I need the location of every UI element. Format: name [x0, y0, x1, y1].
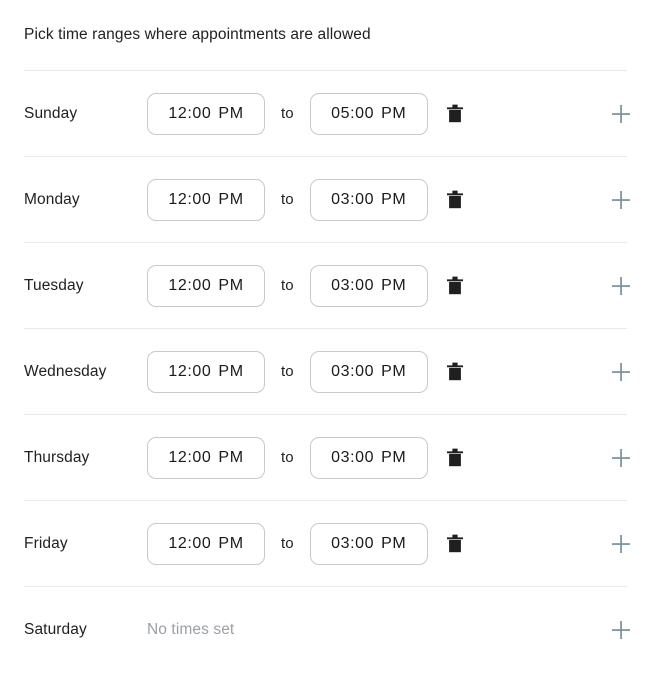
- range-separator-label: to: [281, 363, 294, 380]
- end-time-meridiem: PM: [381, 362, 407, 380]
- start-time-input[interactable]: 12:00 PM: [147, 436, 265, 479]
- range-separator-label: to: [281, 449, 294, 466]
- start-time-meridiem: PM: [218, 276, 244, 294]
- plus-icon[interactable]: [606, 443, 636, 473]
- end-time-meridiem: PM: [381, 104, 407, 122]
- end-time-value: 03:00: [331, 448, 375, 466]
- bottom-spacer: [0, 672, 668, 692]
- start-time-meridiem: PM: [218, 190, 244, 208]
- time-range-group: 12:00 PM to 03:00 PM: [147, 522, 627, 565]
- day-row: Sunday 12:00 PM to 05:00 PM: [0, 71, 668, 156]
- start-time-input[interactable]: 12:00 PM: [147, 350, 265, 393]
- start-time-value: 12:00: [168, 448, 212, 466]
- end-time-meridiem: PM: [381, 276, 407, 294]
- divider: [24, 586, 627, 587]
- trash-icon[interactable]: [444, 101, 466, 127]
- page-title: Pick time ranges where appointments are …: [24, 25, 371, 43]
- end-time-input[interactable]: 03:00 PM: [309, 436, 428, 479]
- plus-icon[interactable]: [606, 271, 636, 301]
- divider: [24, 156, 627, 157]
- day-label: Tuesday: [24, 276, 84, 294]
- start-time-value: 12:00: [168, 104, 212, 122]
- end-time-meridiem: PM: [381, 534, 407, 552]
- end-time-meridiem: PM: [381, 448, 407, 466]
- end-time-value: 03:00: [331, 276, 375, 294]
- day-row: Friday 12:00 PM to 03:00 PM: [0, 501, 668, 586]
- time-range-group: 12:00 PM to 03:00 PM: [147, 436, 627, 479]
- day-label: Monday: [24, 190, 80, 208]
- divider: [24, 70, 627, 71]
- plus-icon[interactable]: [606, 357, 636, 387]
- time-range-group: 12:00 PM to 03:00 PM: [147, 178, 627, 221]
- end-time-value: 05:00: [331, 104, 375, 122]
- end-time-input[interactable]: 03:00 PM: [309, 350, 428, 393]
- divider: [24, 500, 627, 501]
- panel-header: Pick time ranges where appointments are …: [0, 0, 668, 70]
- day-label: Saturday: [24, 620, 87, 638]
- start-time-meridiem: PM: [218, 104, 244, 122]
- time-range-group: 12:00 PM to 03:00 PM: [147, 264, 627, 307]
- trash-icon[interactable]: [444, 445, 466, 471]
- plus-icon[interactable]: [606, 615, 636, 645]
- day-row: Monday 12:00 PM to 03:00 PM: [0, 157, 668, 242]
- start-time-meridiem: PM: [218, 534, 244, 552]
- trash-icon[interactable]: [444, 187, 466, 213]
- end-time-value: 03:00: [331, 190, 375, 208]
- trash-icon[interactable]: [444, 273, 466, 299]
- day-row: Wednesday 12:00 PM to 03:00 PM: [0, 329, 668, 414]
- time-range-group: No times set: [147, 621, 627, 639]
- end-time-value: 03:00: [331, 534, 375, 552]
- start-time-meridiem: PM: [218, 362, 244, 380]
- day-label: Sunday: [24, 104, 78, 122]
- start-time-value: 12:00: [168, 276, 212, 294]
- day-row: Thursday 12:00 PM to 03:00 PM: [0, 415, 668, 500]
- divider: [24, 328, 627, 329]
- day-rows-container: Sunday 12:00 PM to 05:00 PM Monday 12:00 PM to 03:…: [0, 71, 668, 672]
- trash-icon[interactable]: [444, 359, 466, 385]
- end-time-input[interactable]: 03:00 PM: [309, 522, 428, 565]
- start-time-input[interactable]: 12:00 PM: [147, 264, 265, 307]
- start-time-value: 12:00: [168, 362, 212, 380]
- range-separator-label: to: [281, 535, 294, 552]
- divider: [24, 414, 627, 415]
- plus-icon[interactable]: [606, 529, 636, 559]
- day-label: Wednesday: [24, 362, 107, 380]
- day-label: Thursday: [24, 448, 90, 466]
- range-separator-label: to: [281, 191, 294, 208]
- range-separator-label: to: [281, 277, 294, 294]
- end-time-value: 03:00: [331, 362, 375, 380]
- plus-icon[interactable]: [606, 99, 636, 129]
- end-time-input[interactable]: 03:00 PM: [309, 264, 428, 307]
- day-label: Friday: [24, 534, 68, 552]
- start-time-value: 12:00: [168, 534, 212, 552]
- plus-icon[interactable]: [606, 185, 636, 215]
- end-time-input[interactable]: 05:00 PM: [309, 92, 428, 135]
- start-time-meridiem: PM: [218, 448, 244, 466]
- divider: [24, 242, 627, 243]
- day-row: Tuesday 12:00 PM to 03:00 PM: [0, 243, 668, 328]
- time-range-group: 12:00 PM to 05:00 PM: [147, 92, 627, 135]
- range-separator-label: to: [281, 105, 294, 122]
- time-range-group: 12:00 PM to 03:00 PM: [147, 350, 627, 393]
- end-time-input[interactable]: 03:00 PM: [309, 178, 428, 221]
- start-time-input[interactable]: 12:00 PM: [147, 92, 265, 135]
- start-time-value: 12:00: [168, 190, 212, 208]
- trash-icon[interactable]: [444, 531, 466, 557]
- day-row: Saturday No times set: [0, 587, 668, 672]
- start-time-input[interactable]: 12:00 PM: [147, 522, 265, 565]
- end-time-meridiem: PM: [381, 190, 407, 208]
- start-time-input[interactable]: 12:00 PM: [147, 178, 265, 221]
- no-times-set-label: No times set: [147, 620, 235, 638]
